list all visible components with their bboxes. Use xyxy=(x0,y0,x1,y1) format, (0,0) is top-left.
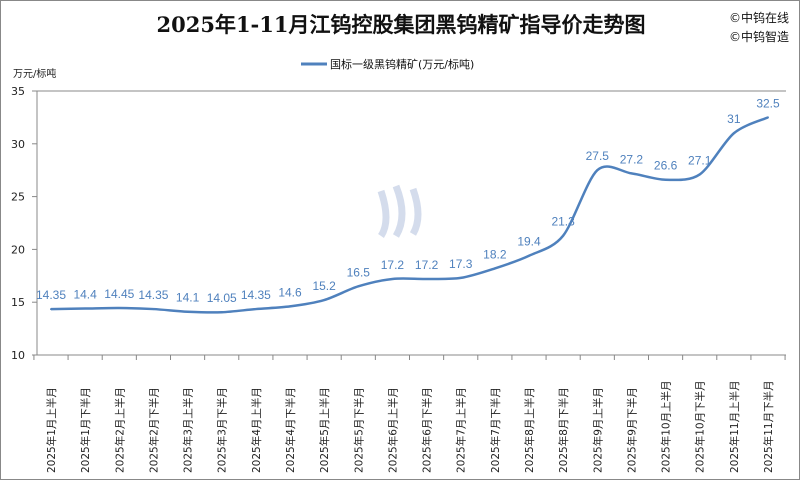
data-point xyxy=(357,285,360,288)
data-point xyxy=(220,311,223,314)
data-label: 17.2 xyxy=(381,258,405,272)
data-point xyxy=(289,305,291,308)
series-line xyxy=(50,116,769,314)
data-point xyxy=(630,172,633,175)
data-label: 15.2 xyxy=(312,279,336,293)
x-tick-label: 2025年5月上半月 xyxy=(318,387,331,473)
x-tick-label: 2025年10月上半月 xyxy=(660,380,673,473)
x-tick-label: 2025年11月上半月 xyxy=(728,380,741,473)
x-tick-label: 2025年7月下半月 xyxy=(489,387,502,473)
data-point xyxy=(118,307,121,310)
data-label: 14.05 xyxy=(207,291,237,305)
data-label: 32.5 xyxy=(756,96,780,110)
data-label: 27.5 xyxy=(586,149,610,163)
data-label: 17.2 xyxy=(415,258,439,272)
data-point xyxy=(767,116,769,119)
data-label: 31 xyxy=(727,112,741,126)
y-tick-label: 25 xyxy=(11,191,25,204)
data-point xyxy=(664,178,667,181)
data-point xyxy=(323,299,326,302)
y-tick-label: 30 xyxy=(11,138,25,151)
x-tick-label: 2025年1月下半月 xyxy=(79,387,92,473)
x-tick-label: 2025年7月上半月 xyxy=(455,387,468,473)
data-point xyxy=(254,308,257,311)
x-tick-label: 2025年11月下半月 xyxy=(762,380,775,473)
data-label: 27.1 xyxy=(688,153,712,167)
x-tick-label: 2025年4月下半月 xyxy=(284,387,297,473)
data-label: 14.45 xyxy=(104,287,134,301)
legend-label: 国标一级黑钨精矿(万元/标吨) xyxy=(330,57,474,71)
x-tick-label: 2025年2月上半月 xyxy=(113,387,126,473)
y-tick-label: 10 xyxy=(11,349,25,362)
data-label: 17.3 xyxy=(449,257,473,271)
x-tick-label: 2025年9月上半月 xyxy=(591,387,604,473)
data-point xyxy=(391,277,394,280)
source-mark-2: ©中钨智造 xyxy=(728,30,789,44)
x-tick-label: 2025年6月下半月 xyxy=(421,387,434,473)
data-point xyxy=(50,308,52,311)
y-tick-label: 20 xyxy=(11,243,25,256)
data-point xyxy=(562,234,565,237)
y-axis-label: 万元/标吨 xyxy=(13,67,56,80)
data-label: 14.35 xyxy=(36,288,66,302)
data-point xyxy=(459,276,462,279)
data-label: 14.35 xyxy=(241,288,271,302)
x-tick-label: 2025年8月下半月 xyxy=(557,387,570,473)
data-label: 26.6 xyxy=(654,159,678,173)
data-point xyxy=(186,310,189,313)
data-label: 19.4 xyxy=(517,235,541,249)
x-tick-label: 2025年3月下半月 xyxy=(216,387,229,473)
data-label: 14.6 xyxy=(278,285,302,299)
x-tick-label: 2025年3月上半月 xyxy=(182,387,195,473)
data-label: 18.2 xyxy=(483,247,507,261)
x-tick-label: 2025年1月上半月 xyxy=(45,387,58,473)
data-point xyxy=(425,277,428,280)
data-label: 14.4 xyxy=(73,288,97,302)
y-tick-label: 15 xyxy=(11,296,25,309)
x-tick-label: 2025年6月上半月 xyxy=(386,387,399,473)
data-point xyxy=(493,267,496,270)
chart-title: 2025年1-11月江钨控股集团黑钨精矿指导价走势图 xyxy=(156,12,646,37)
source-mark-1: ©中钨在线 xyxy=(728,11,789,25)
data-point xyxy=(698,173,701,176)
data-label: 27.2 xyxy=(620,152,644,166)
data-point xyxy=(152,308,155,311)
data-point xyxy=(528,254,530,257)
data-label: 14.35 xyxy=(138,288,168,302)
data-label: 21.3 xyxy=(551,215,575,229)
data-point xyxy=(84,307,87,310)
x-tick-label: 2025年5月下半月 xyxy=(352,387,365,473)
data-label: 16.5 xyxy=(347,265,371,279)
data-point xyxy=(596,169,599,172)
y-tick-label: 35 xyxy=(11,85,25,98)
watermark-logo-icon xyxy=(377,184,422,238)
x-tick-label: 2025年2月下半月 xyxy=(147,387,160,473)
data-label: 14.1 xyxy=(176,291,200,305)
x-tick-label: 2025年9月下半月 xyxy=(625,387,638,473)
x-tick-label: 2025年8月上半月 xyxy=(523,387,536,473)
data-point xyxy=(732,132,735,135)
x-tick-label: 2025年10月下半月 xyxy=(694,380,707,473)
x-tick-label: 2025年4月上半月 xyxy=(250,387,263,473)
